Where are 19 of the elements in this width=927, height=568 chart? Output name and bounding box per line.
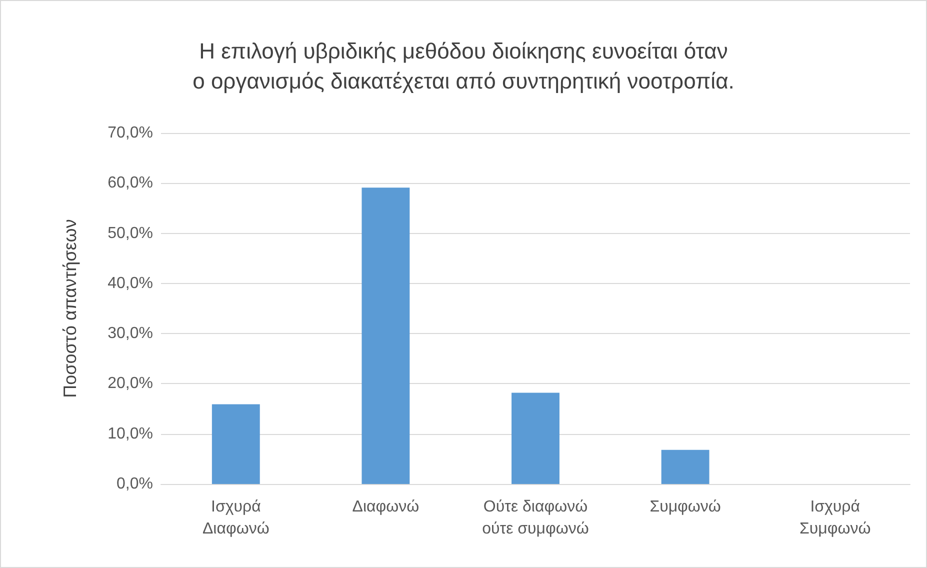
- y-tick-label: 30,0%: [108, 325, 153, 342]
- x-tick-label: Ισχυρά Συμφωνώ: [799, 498, 871, 538]
- y-tick-label: 60,0%: [108, 174, 153, 192]
- y-tick-label: 50,0%: [108, 224, 153, 242]
- y-tick-label: 20,0%: [108, 375, 153, 392]
- bar: [661, 450, 710, 484]
- x-tick-label: Ούτε διαφωνώ ούτε συμφωνώ: [482, 498, 589, 538]
- x-tick-label: Συμφωνώ: [650, 498, 721, 516]
- bar: [512, 392, 560, 484]
- bar: [362, 188, 410, 484]
- y-tick-label: 0,0%: [116, 476, 153, 492]
- y-tick-label: 70,0%: [108, 124, 153, 142]
- x-tick-label: Ισχυρά Διαφωνώ: [202, 498, 270, 538]
- x-tick-label: Διαφωνώ: [352, 498, 420, 516]
- bar: [212, 404, 260, 484]
- chart-title: Η επιλογή υβριδικής μεθόδου διοίκησης ευνοείται όταν ο οργανισμός διακατέχεται από συντηρητική νοοτροπία.: [192, 38, 734, 94]
- y-tick-label: 10,0%: [108, 425, 153, 442]
- y-axis-title: Ποσοστό απαντήσεων: [60, 219, 80, 398]
- y-tick-label: 40,0%: [108, 274, 153, 292]
